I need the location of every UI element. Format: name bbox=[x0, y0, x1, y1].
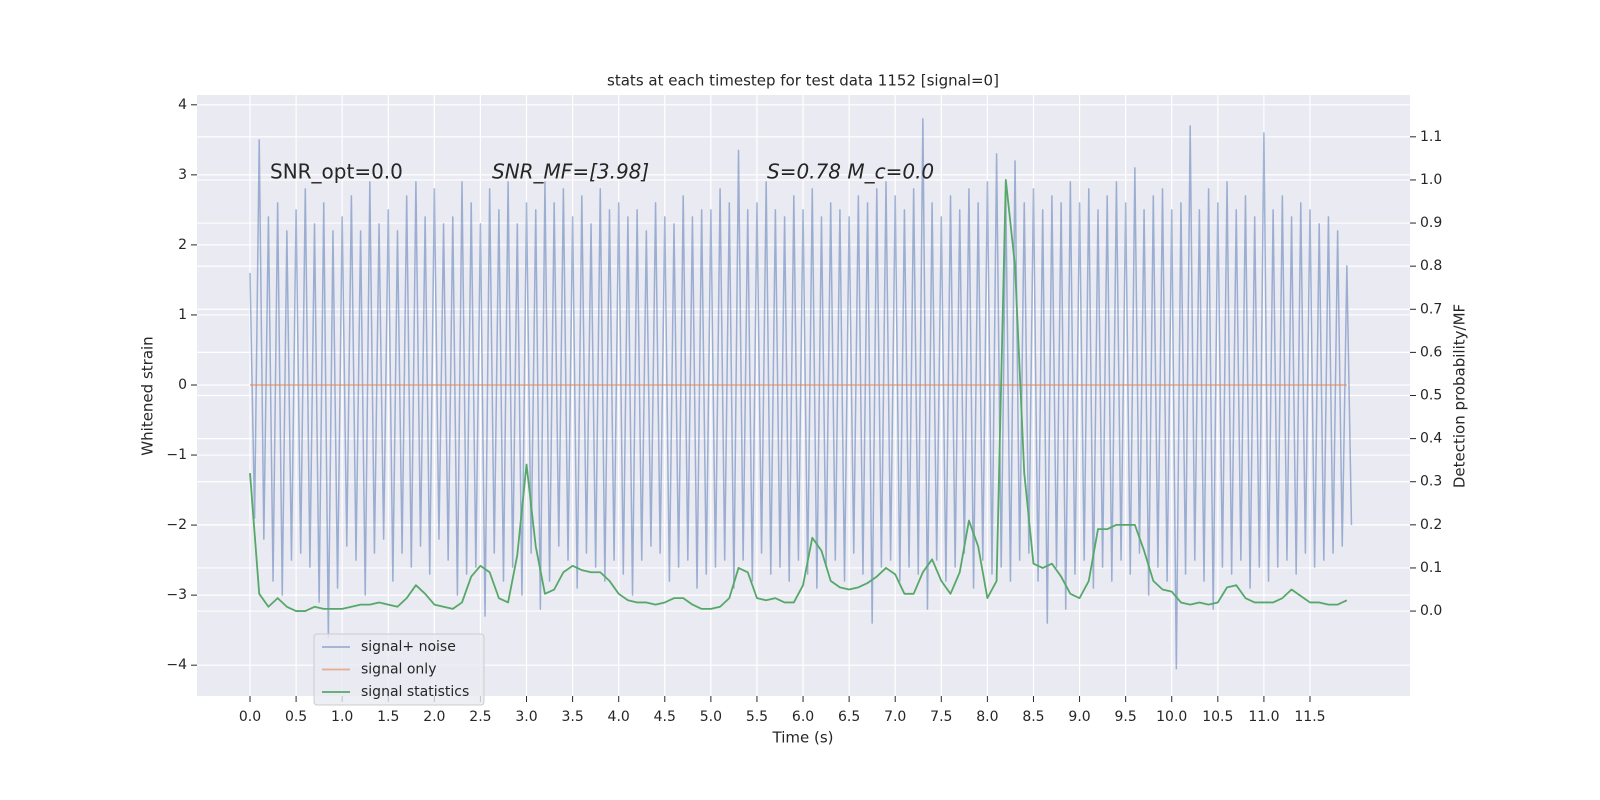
y2-tick-label: 0.6 bbox=[1420, 344, 1442, 360]
x-tick-label: 1.5 bbox=[377, 709, 399, 725]
legend: signal+ noise signal only signal statistic… bbox=[313, 633, 485, 706]
y2-axis-label: Detection probability/MF bbox=[1451, 304, 1469, 488]
x-tick-label: 0.5 bbox=[285, 709, 307, 725]
y2-tick-label: 0.4 bbox=[1420, 431, 1442, 447]
x-tick-label: 10.0 bbox=[1156, 709, 1187, 725]
x-tick-label: 0.0 bbox=[239, 709, 261, 725]
annotation: S=0.78 M_c=0.0 bbox=[767, 160, 934, 184]
y-tick-label: −1 bbox=[166, 447, 187, 463]
x-tick-label: 4.5 bbox=[654, 709, 676, 725]
x-tick-label: 7.0 bbox=[884, 709, 906, 725]
y-tick-label: −4 bbox=[166, 657, 187, 673]
y-tick-label: −3 bbox=[166, 587, 187, 603]
x-tick-label: 2.5 bbox=[469, 709, 491, 725]
x-tick-label: 6.5 bbox=[838, 709, 860, 725]
y2-tick-label: 1.1 bbox=[1420, 129, 1442, 145]
x-tick-label: 6.0 bbox=[792, 709, 814, 725]
y-tick-label: 0 bbox=[178, 377, 187, 393]
x-tick-label: 5.0 bbox=[700, 709, 722, 725]
y2-tick-label: 0.2 bbox=[1420, 517, 1442, 533]
x-tick-label: 2.0 bbox=[423, 709, 445, 725]
y-axis-label: Whitened strain bbox=[139, 336, 157, 455]
x-tick-label: 11.5 bbox=[1294, 709, 1325, 725]
annotation: SNR_opt=0.0 bbox=[270, 160, 403, 184]
y-tick-label: −2 bbox=[166, 517, 187, 533]
x-tick-label: 9.5 bbox=[1115, 709, 1137, 725]
x-tick-label: 3.5 bbox=[561, 709, 583, 725]
x-tick-label: 8.5 bbox=[1022, 709, 1044, 725]
x-tick-label: 8.0 bbox=[976, 709, 998, 725]
x-tick-label: 5.5 bbox=[746, 709, 768, 725]
y2-tick-label: 0.1 bbox=[1420, 560, 1442, 576]
chart-title: stats at each timestep for test data 115… bbox=[607, 72, 999, 90]
x-axis-label: Time (s) bbox=[772, 729, 834, 747]
x-tick-label: 3.0 bbox=[515, 709, 537, 725]
y2-tick-label: 0.3 bbox=[1420, 474, 1442, 490]
y2-tick-label: 0.7 bbox=[1420, 301, 1442, 317]
y-tick-label: 2 bbox=[178, 237, 187, 253]
legend-label: signal statistics bbox=[361, 684, 469, 700]
y2-tick-label: 0.8 bbox=[1420, 258, 1442, 274]
x-tick-label: 10.5 bbox=[1202, 709, 1233, 725]
y-tick-label: 4 bbox=[178, 97, 187, 113]
legend-label: signal only bbox=[361, 662, 436, 678]
legend-box bbox=[313, 633, 485, 706]
y2-tick-label: 0.9 bbox=[1420, 215, 1442, 231]
series-line bbox=[249, 179, 1348, 612]
y2-tick-label: 0.5 bbox=[1420, 388, 1442, 404]
y2-tick-label: 1.0 bbox=[1420, 172, 1442, 188]
x-tick-label: 7.5 bbox=[930, 709, 952, 725]
legend-label: signal+ noise bbox=[361, 639, 456, 655]
x-tick-label: 4.0 bbox=[608, 709, 630, 725]
x-tick-label: 9.0 bbox=[1068, 709, 1090, 725]
y2-tick-label: 0.0 bbox=[1420, 603, 1442, 619]
y-tick-label: 3 bbox=[178, 167, 187, 183]
x-tick-label: 1.0 bbox=[331, 709, 353, 725]
x-tick-label: 11.0 bbox=[1248, 709, 1279, 725]
annotation: SNR_MF=[3.98] bbox=[492, 160, 649, 184]
y-tick-label: 1 bbox=[178, 307, 187, 323]
